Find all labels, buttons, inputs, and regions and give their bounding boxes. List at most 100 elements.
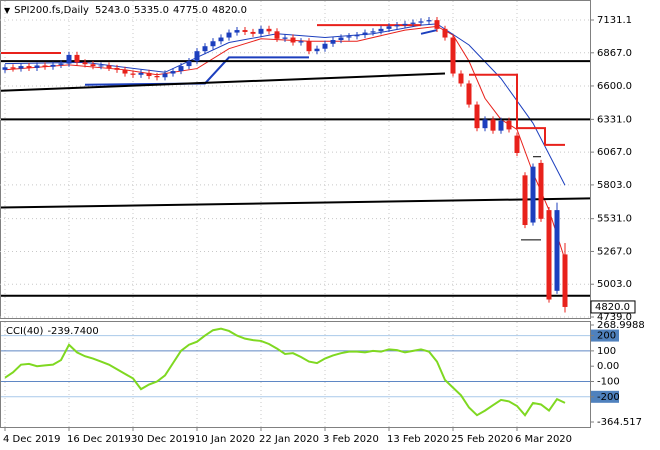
candle-body	[186, 61, 192, 67]
candle-body	[482, 119, 488, 129]
y-tick-label: 4739.0	[597, 312, 632, 323]
candle-body	[226, 32, 232, 38]
overlay-line	[420, 29, 438, 35]
candle-body	[306, 41, 312, 52]
candle-body	[362, 32, 368, 36]
main-plot	[1, 17, 590, 313]
candle-body	[386, 26, 392, 29]
overlay-line	[1, 197, 590, 209]
candle-body	[378, 28, 384, 32]
candle-body	[106, 65, 112, 68]
candle-body	[466, 83, 472, 105]
header-low: 4775.0	[173, 5, 208, 16]
overlay-line	[469, 73, 565, 146]
candle-body	[90, 64, 96, 67]
candle-body	[74, 54, 80, 63]
x-tick-label: 10 Jan 2020	[195, 434, 255, 445]
candle-body	[282, 37, 288, 39]
header: ▼ SPI200.fs,Daily 5243.0 5335.0 4775.0 4820.0	[4, 5, 247, 16]
level-box	[591, 390, 619, 403]
y-tick-label: 100	[597, 346, 616, 357]
candle-body	[562, 254, 568, 307]
header-icon: ▼	[4, 6, 11, 15]
candle-body	[66, 54, 72, 64]
x-tick-label: 30 Dec 2019	[131, 434, 195, 445]
indicator-plot	[1, 327, 590, 417]
candle-body	[210, 41, 216, 47]
candle-body	[122, 69, 128, 74]
candle-body	[26, 66, 32, 68]
cci-line	[4, 327, 566, 417]
x-tick-label: 3 Feb 2020	[323, 434, 379, 445]
candle-body	[138, 72, 144, 75]
candle-body	[330, 40, 336, 44]
candle-body	[234, 30, 240, 33]
candle-body	[18, 66, 24, 69]
candle-body	[322, 43, 328, 49]
header-high: 5335.0	[134, 5, 169, 16]
candle-body	[266, 28, 272, 32]
candle-body	[426, 20, 432, 22]
x-tick-label: 13 Feb 2020	[387, 434, 449, 445]
candle-body	[250, 31, 256, 34]
y-tick-label: -100	[597, 376, 620, 387]
candle-body	[34, 65, 40, 68]
y-tick-label: -364.517	[597, 417, 642, 428]
overlay-line	[1, 72, 446, 92]
main-frame	[0, 0, 591, 319]
candle-body	[10, 67, 16, 69]
candle-body	[154, 76, 160, 78]
y-tick-label: 6331.0	[597, 114, 632, 125]
candle-body	[130, 73, 136, 75]
candle-body	[58, 63, 64, 65]
y-tick-label: 6067.0	[597, 147, 632, 158]
candle-body	[346, 36, 352, 38]
candle-body	[2, 67, 8, 70]
y-tick-label: 5003.0	[597, 279, 632, 290]
candle-body	[42, 65, 48, 67]
candle-body	[162, 73, 168, 78]
candle-body	[522, 175, 528, 226]
candle-body	[554, 210, 560, 291]
candle-body	[242, 30, 248, 32]
candle-body	[434, 20, 440, 29]
level-box	[591, 329, 619, 342]
candle-body	[354, 35, 360, 37]
candle-body	[202, 46, 208, 52]
candle-body	[338, 37, 344, 41]
candle-body	[458, 73, 464, 84]
y-tick-label: -200	[597, 392, 620, 403]
indicator-header: CCI(40) -239.7400	[6, 326, 99, 337]
header-open: 5243.0	[95, 5, 130, 16]
overlay-line	[84, 56, 309, 86]
plot	[1, 17, 590, 417]
last-price-label: 4820.0	[595, 302, 630, 313]
candle-body	[82, 62, 88, 65]
indicator-value: -239.7400	[47, 326, 98, 337]
y-tick-label: 6600.0	[597, 81, 632, 92]
y-tick-label: 5803.0	[597, 180, 632, 191]
last-price-box	[590, 300, 636, 314]
candle-body	[218, 37, 224, 42]
candle-body	[290, 37, 296, 43]
candle-body	[178, 66, 184, 72]
candle-body	[490, 119, 496, 131]
candle-body	[98, 65, 104, 67]
x-tick-label: 6 Mar 2020	[515, 434, 572, 445]
candle-body	[442, 28, 448, 38]
candle-body	[298, 41, 304, 43]
candle-body	[402, 23, 408, 26]
y-tick-label: 5531.0	[597, 214, 632, 225]
y-tick-label: 0.00	[597, 361, 619, 372]
candle-body	[514, 135, 520, 153]
y-tick-label: 200	[597, 331, 616, 342]
header-close: 4820.0	[212, 5, 247, 16]
x-tick-label: 22 Jan 2020	[259, 434, 319, 445]
candle-body	[498, 120, 504, 131]
candle-body	[50, 64, 56, 67]
candle-body	[474, 104, 480, 129]
candle-body	[410, 22, 416, 24]
y-tick-label: 268.9988	[597, 320, 645, 331]
indicator-frame	[0, 321, 591, 428]
